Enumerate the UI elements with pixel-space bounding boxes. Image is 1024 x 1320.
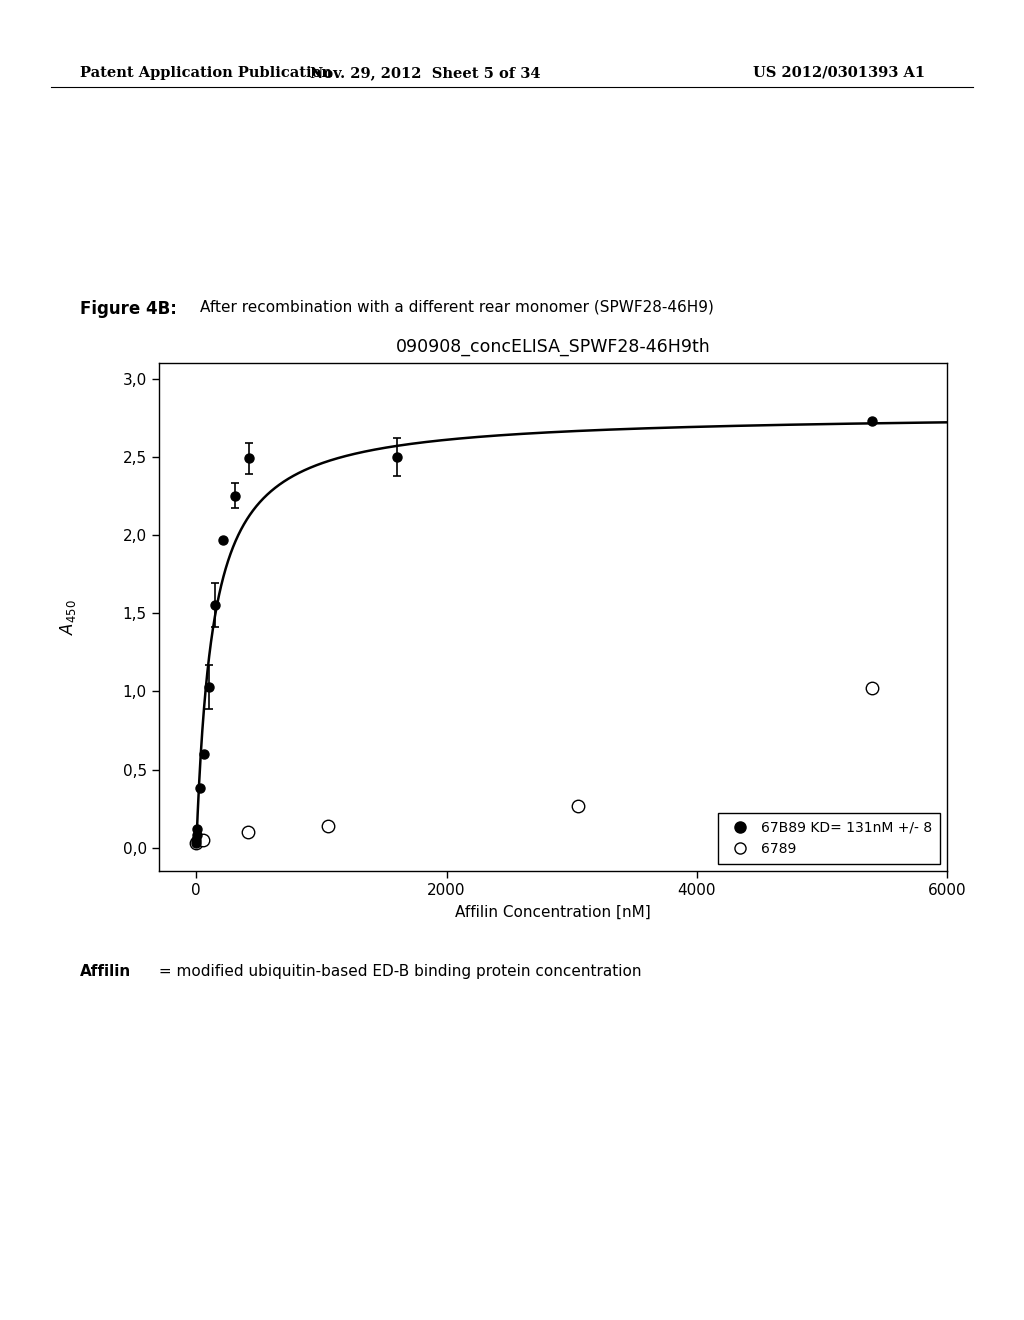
Text: = modified ubiquitin-based ED-B binding protein concentration: = modified ubiquitin-based ED-B binding …	[154, 964, 641, 978]
Text: Patent Application Publication: Patent Application Publication	[80, 66, 332, 81]
X-axis label: Affilin Concentration [nM]: Affilin Concentration [nM]	[455, 906, 651, 920]
Text: Figure 4B:: Figure 4B:	[80, 300, 177, 318]
Legend: 67B89 KD= 131nM +/- 8, 6789: 67B89 KD= 131nM +/- 8, 6789	[718, 813, 940, 865]
Text: $A_{450}$: $A_{450}$	[58, 599, 78, 635]
Text: US 2012/0301393 A1: US 2012/0301393 A1	[753, 66, 925, 81]
Title: 090908_concELISA_SPWF28-46H9th: 090908_concELISA_SPWF28-46H9th	[395, 338, 711, 356]
Text: After recombination with a different rear monomer (SPWF28-46H9): After recombination with a different rea…	[200, 300, 714, 314]
Text: Nov. 29, 2012  Sheet 5 of 34: Nov. 29, 2012 Sheet 5 of 34	[309, 66, 541, 81]
Text: Affilin: Affilin	[80, 964, 131, 978]
